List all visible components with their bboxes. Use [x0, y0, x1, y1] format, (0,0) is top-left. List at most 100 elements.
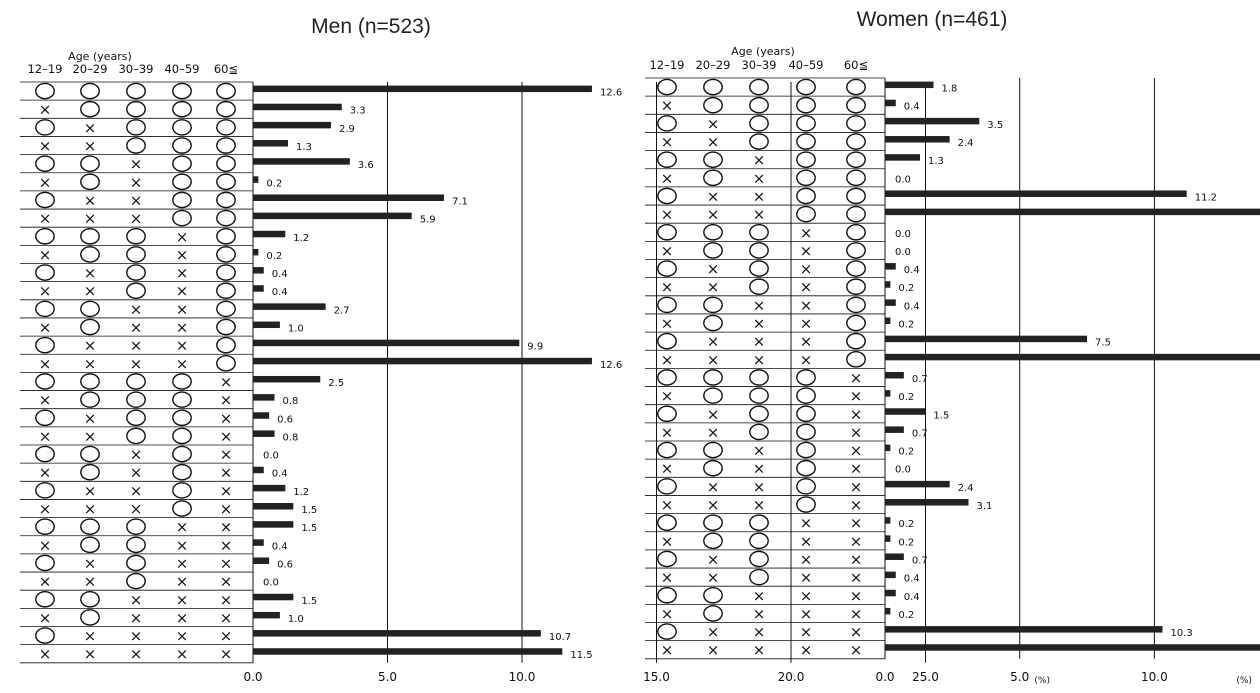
cross-icon: × [800, 569, 813, 587]
cross-icon: × [753, 169, 766, 187]
circle-icon [216, 227, 236, 245]
circle-icon [846, 151, 866, 168]
men-pattern-row: × [35, 155, 236, 173]
cross-icon: × [850, 623, 863, 641]
men-bar [253, 539, 264, 546]
circle-icon [703, 459, 723, 477]
circle-icon [703, 314, 723, 332]
women-bar-value-label: 1.5 [933, 410, 949, 421]
cross-icon: × [707, 641, 720, 659]
circle-icon [796, 187, 816, 205]
men-bar-value-label: 1.5 [301, 523, 317, 534]
circle-icon [216, 282, 236, 300]
circle-icon [796, 78, 816, 96]
cross-icon: × [176, 645, 189, 663]
women-bar-value-label: 1.3 [928, 156, 944, 167]
cross-icon: × [130, 155, 143, 173]
circle-icon [172, 82, 192, 100]
men-pattern-row: × × × [35, 554, 232, 572]
men-pattern-row: × [35, 119, 236, 137]
men-pattern-row: × × × [39, 427, 233, 445]
women-bar-value-label: 0.2 [898, 283, 914, 294]
circle-icon [749, 369, 769, 386]
women-bar [885, 81, 934, 89]
circle-icon [846, 133, 866, 150]
women-pattern-row: × × [657, 296, 866, 314]
women-chart-panel: Women (n=461) Age (years) 12–19 20–29 30–39 4… [645, 8, 1260, 686]
circle-icon [749, 133, 769, 150]
circle-icon [35, 409, 55, 427]
circle-icon [796, 369, 816, 386]
men-bar-value-label: 1.5 [301, 596, 317, 607]
cross-icon: × [661, 169, 674, 187]
men-pattern-row: × × × × × [39, 645, 233, 663]
men-age-group-label: 40–59 [164, 62, 199, 76]
circle-icon [749, 405, 769, 423]
men-pattern-row: × × × [39, 319, 236, 337]
circle-icon [216, 355, 236, 372]
circle-icon [846, 314, 866, 332]
circle-icon [657, 478, 677, 495]
women-x-unit-label: (%) [1236, 676, 1252, 686]
cross-icon: × [707, 550, 720, 568]
cross-icon: × [707, 423, 720, 441]
cross-icon: × [850, 587, 863, 605]
women-bar-value-label: 0.2 [898, 392, 914, 403]
women-bar-value-label: 3.5 [987, 120, 1003, 131]
men-pattern-row: × [35, 227, 236, 246]
men-bar [253, 357, 592, 365]
circle-icon [796, 478, 816, 495]
cross-icon: × [220, 645, 233, 663]
cross-icon: × [661, 532, 674, 550]
women-bar-value-label: 0.2 [898, 537, 914, 548]
men-bar-value-label: 0.2 [266, 178, 282, 189]
women-bar [885, 281, 891, 288]
men-bar [253, 267, 264, 274]
cross-icon: × [800, 623, 813, 641]
men-bar [253, 611, 280, 619]
women-pattern-row: × × [657, 442, 862, 460]
cross-icon: × [850, 641, 863, 659]
circle-icon [216, 173, 236, 191]
cross-icon: × [661, 206, 674, 224]
men-bar [253, 394, 275, 401]
circle-icon [216, 82, 236, 100]
circle-icon [846, 169, 866, 187]
cross-icon: × [850, 387, 863, 405]
men-bar-value-label: 0.0 [263, 578, 279, 589]
women-x-tick-label: 10.0 [1141, 670, 1168, 684]
women-pattern-row: × [657, 224, 866, 242]
cross-icon: × [220, 609, 233, 627]
cross-icon: × [800, 296, 813, 314]
circle-icon [126, 391, 146, 408]
circle-icon [126, 82, 146, 100]
circle-icon [172, 191, 192, 209]
men-bar-value-label: 2.5 [328, 378, 344, 389]
cross-icon: × [753, 641, 766, 659]
circle-icon [749, 115, 769, 132]
circle-icon [846, 115, 866, 132]
circle-icon [703, 169, 723, 187]
cross-icon: × [707, 187, 720, 205]
men-bar [253, 630, 541, 637]
cross-icon: × [220, 500, 233, 518]
circle-icon [80, 391, 100, 408]
men-bar [253, 194, 444, 201]
circle-icon [703, 586, 723, 604]
women-bar [885, 136, 950, 143]
women-bar-value-label: 0.4 [904, 592, 920, 603]
circle-icon [172, 119, 192, 136]
cross-icon: × [84, 409, 97, 427]
cross-icon: × [707, 115, 720, 133]
circle-icon [35, 554, 55, 572]
circle-icon [80, 463, 100, 481]
women-bar-value-label: 0.0 [895, 174, 911, 185]
cross-icon: × [661, 423, 674, 441]
circle-icon [126, 227, 146, 245]
circle-icon [216, 300, 236, 318]
women-pattern-row: × × × × [661, 569, 863, 587]
men-pattern-row: × × × [39, 210, 236, 228]
circle-icon [657, 296, 677, 314]
cross-icon: × [130, 645, 143, 663]
circle-icon [216, 246, 236, 263]
